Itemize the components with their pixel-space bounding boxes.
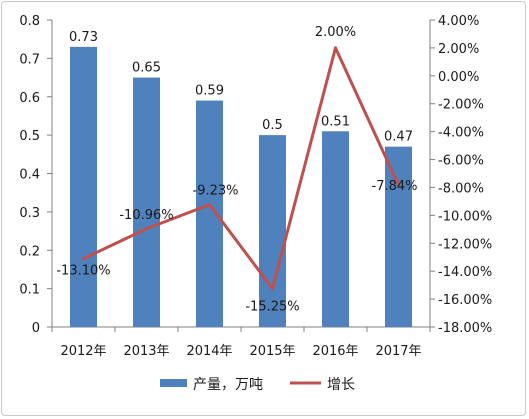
legend-swatch-bars (160, 379, 187, 387)
growth-line (82, 46, 400, 291)
growth-point (334, 46, 337, 50)
bar-value-label: 0.73 (69, 30, 98, 45)
right-tick-label: -6.00% (438, 154, 484, 169)
bar-value-label: 0.65 (132, 61, 161, 76)
x-tick-label: 2013年 (123, 344, 169, 359)
x-tick-label: 2017年 (375, 344, 421, 359)
growth-point (208, 203, 211, 207)
bar-value-label: 0.59 (195, 84, 224, 99)
bar-series (70, 46, 412, 328)
bar (385, 146, 412, 327)
bar-value-label: 0.5 (262, 118, 283, 133)
bar (259, 135, 286, 327)
right-tick-label: -4.00% (438, 126, 484, 141)
x-tick-label: 2015年 (249, 344, 295, 359)
growth-value-label: -9.23% (193, 184, 239, 199)
right-tick-label: -12.00% (438, 237, 492, 252)
right-tick-label: -16.00% (438, 293, 492, 308)
legend-label-line: 增长 (327, 377, 355, 393)
bar (322, 131, 349, 327)
bar (133, 77, 160, 327)
left-tick-label: 0.7 (19, 52, 40, 67)
left-tick-label: 0.8 (19, 14, 40, 29)
bar-value-label: 0.47 (384, 130, 413, 145)
right-tick-label: -10.00% (438, 209, 492, 224)
right-tick-label: -18.00% (438, 321, 492, 336)
left-tick-label: 0.4 (19, 168, 40, 183)
growth-point (82, 257, 85, 261)
left-tick-label: 0.3 (19, 206, 40, 221)
x-tick-label: 2012年 (60, 344, 106, 359)
legend-label-bars: 产量，万吨 (193, 377, 263, 393)
left-tick-label: 0.1 (19, 283, 40, 298)
right-tick-label: 0.00% (438, 70, 479, 85)
x-tick-label: 2016年 (312, 344, 358, 359)
growth-value-label: -10.96% (119, 208, 173, 223)
bar (196, 100, 223, 328)
growth-point (397, 183, 400, 187)
right-tick-label: -2.00% (438, 98, 484, 113)
left-tick-label: 0.2 (19, 244, 40, 259)
data-labels: 0.73 0.65 0.59 0.5 0.51 0.47 -13.10% -10.96% -9.… (56, 25, 417, 315)
growth-point (271, 287, 274, 291)
bar (70, 46, 97, 328)
left-tick-label: 0.6 (19, 91, 40, 106)
right-tick-label: 4.00% (438, 14, 479, 29)
growth-value-label: -13.10% (56, 264, 110, 279)
left-tick-label: 0 (32, 321, 40, 336)
growth-point (145, 227, 148, 231)
right-tick-label: -8.00% (438, 181, 484, 196)
growth-value-label: -7.84% (372, 179, 418, 194)
legend: 产量，万吨 增长 (160, 377, 355, 393)
bar-value-label: 0.51 (321, 114, 350, 129)
right-tick-label: -14.00% (438, 265, 492, 280)
left-tick-label: 0.5 (19, 129, 40, 144)
growth-value-label: -15.25% (245, 300, 299, 315)
x-tick-label: 2014年 (186, 344, 232, 359)
right-tick-label: 2.00% (438, 42, 479, 57)
axes: 0 0.1 0.2 0.3 0.4 0.5 0.6 0.7 0.8 -18.00% -16.00% -… (19, 14, 492, 359)
line-series (82, 46, 400, 291)
growth-value-label: 2.00% (315, 25, 356, 40)
